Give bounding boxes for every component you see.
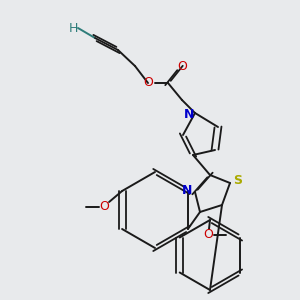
Text: N: N [184, 107, 194, 121]
Text: O: O [143, 76, 153, 89]
Text: O: O [99, 200, 109, 212]
Text: S: S [233, 173, 242, 187]
Text: O: O [203, 227, 213, 241]
Text: O: O [177, 59, 187, 73]
Text: N: N [182, 184, 192, 196]
Text: H: H [68, 22, 78, 34]
